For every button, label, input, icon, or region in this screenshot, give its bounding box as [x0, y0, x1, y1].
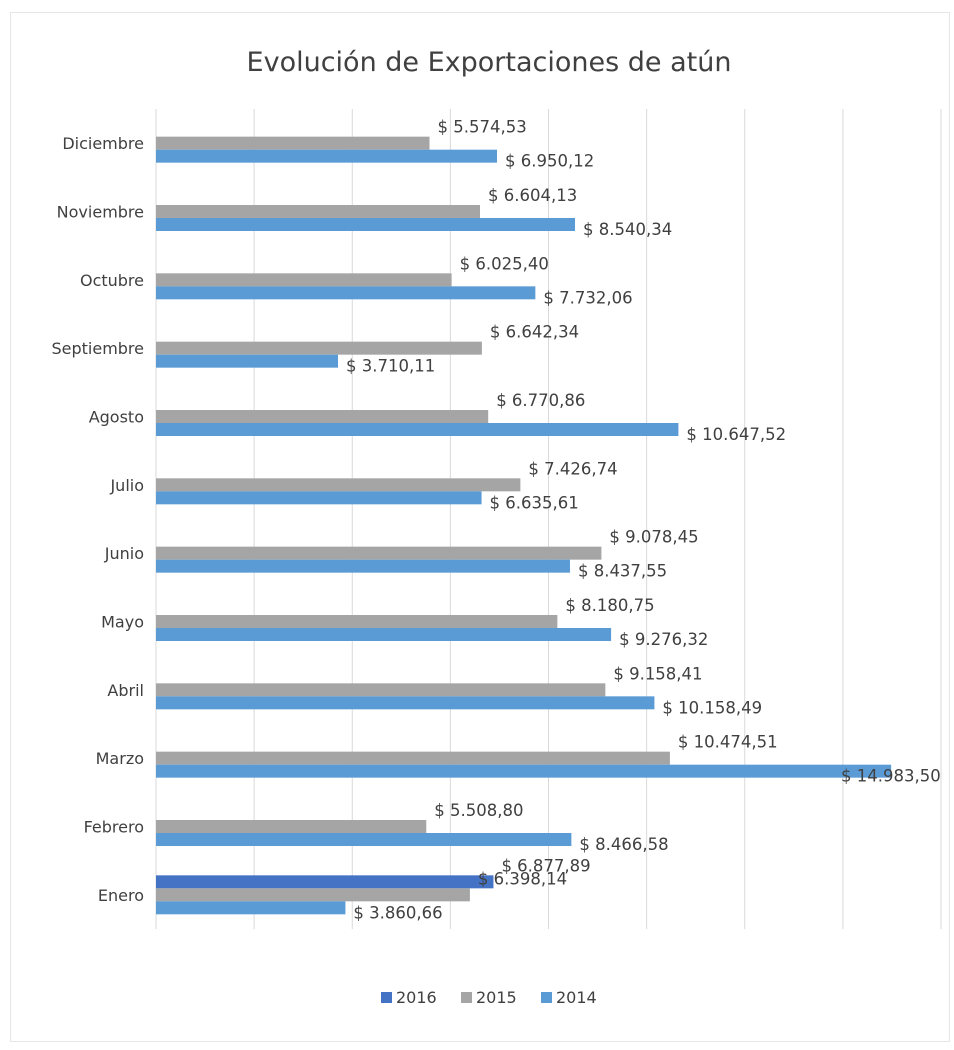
- data-label: $ 10.474,51: [678, 733, 778, 752]
- data-label: $ 9.078,45: [609, 528, 698, 547]
- category-label: Diciembre: [62, 134, 144, 153]
- bar-2014-noviembre: [156, 218, 576, 231]
- bar-2014-enero: [156, 901, 346, 915]
- data-label: $ 7.732,06: [543, 288, 632, 307]
- bar-2014-abril: [156, 696, 655, 710]
- data-label: $ 6.025,40: [460, 254, 549, 273]
- category-label: Mayo: [101, 613, 144, 632]
- category-label: Julio: [109, 476, 144, 495]
- data-label: $ 3.860,66: [353, 903, 442, 922]
- category-label: Octubre: [80, 271, 144, 290]
- chart-title: Evolución de Exportaciones de atún: [247, 47, 732, 78]
- category-label: Marzo: [96, 749, 144, 768]
- data-label: $ 3.710,11: [346, 357, 435, 376]
- data-label: $ 6.635,61: [490, 493, 579, 512]
- legend-swatch-2015: [461, 992, 472, 1003]
- category-label: Agosto: [89, 408, 144, 427]
- legend-label: 2015: [476, 988, 517, 1007]
- data-labels: $ 6.877,89$ 6.398,14 $ 3.860,66 $ 5.508,80…: [346, 118, 941, 923]
- data-label: $ 8.180,75: [565, 596, 654, 615]
- bar-2014-diciembre: [156, 149, 497, 163]
- bar-2014-mayo: [156, 628, 612, 641]
- category-label: Junio: [104, 544, 144, 563]
- data-label: $ 5.574,53: [438, 118, 527, 137]
- bar-2015-abril: [156, 683, 606, 697]
- legend-label: 2014: [556, 988, 597, 1007]
- data-label: $ 9.276,32: [619, 630, 708, 649]
- bar-2014-septiembre: [156, 354, 339, 368]
- category-label: Noviembre: [57, 203, 144, 222]
- data-label: $ 10.647,52: [686, 425, 786, 444]
- bars: [156, 136, 892, 915]
- category-label: Septiembre: [51, 339, 144, 358]
- data-label: $ 6.877,89: [501, 856, 590, 875]
- bar-2014-marzo: [156, 764, 892, 778]
- data-label: $ 6.950,12: [505, 152, 594, 171]
- gridlines: [155, 109, 942, 929]
- bar-2015-septiembre: [156, 341, 482, 355]
- category-labels: Enero Febrero Marzo Abril Mayo Junio Julio Agos…: [51, 134, 144, 905]
- bar-chart: Evolución de Exportaciones de atún Enero…: [51, 47, 942, 1007]
- bar-2014-febrero: [156, 833, 572, 846]
- data-label: $ 8.466,58: [579, 835, 668, 854]
- category-label: Febrero: [84, 818, 144, 837]
- bar-2014-agosto: [156, 423, 679, 436]
- bar-2014-junio: [156, 559, 570, 573]
- bar-2015-enero: [156, 888, 470, 902]
- category-label: Enero: [98, 886, 144, 905]
- category-label: Abril: [107, 681, 144, 700]
- legend-swatch-2016: [381, 992, 392, 1003]
- data-label: $ 6.642,34: [490, 323, 579, 342]
- data-label: $ 10.158,49: [662, 698, 762, 717]
- legend-label: 2016: [396, 988, 437, 1007]
- bar-2015-mayo: [156, 615, 558, 628]
- bar-2015-febrero: [156, 820, 427, 833]
- data-label: $ 6.398,14: [478, 869, 567, 888]
- bar-2015-diciembre: [156, 136, 430, 150]
- legend-swatch-2014: [541, 992, 552, 1003]
- bar-2014-octubre: [156, 286, 536, 300]
- bar-2014-julio: [156, 491, 482, 505]
- data-label: $ 5.508,80: [434, 801, 523, 820]
- data-label: $ 14.983,50: [841, 767, 941, 786]
- data-label: $ 9.158,41: [613, 664, 702, 683]
- bar-2015-agosto: [156, 410, 489, 423]
- bar-2015-junio: [156, 546, 602, 560]
- chart-frame: Evolución de Exportaciones de atún Enero…: [10, 12, 950, 1042]
- legend: 2016 2015 2014: [381, 988, 597, 1007]
- bar-2015-noviembre: [156, 205, 481, 218]
- data-label: $ 8.437,55: [578, 562, 667, 581]
- data-label: $ 6.604,13: [488, 186, 577, 205]
- data-label: $ 8.540,34: [583, 220, 672, 239]
- data-label: $ 6.770,86: [496, 391, 585, 410]
- bar-2015-marzo: [156, 751, 670, 765]
- data-label: $ 7.426,74: [528, 459, 617, 478]
- bar-2016-enero: [156, 875, 494, 889]
- bar-2015-octubre: [156, 273, 452, 287]
- bar-2015-julio: [156, 478, 521, 492]
